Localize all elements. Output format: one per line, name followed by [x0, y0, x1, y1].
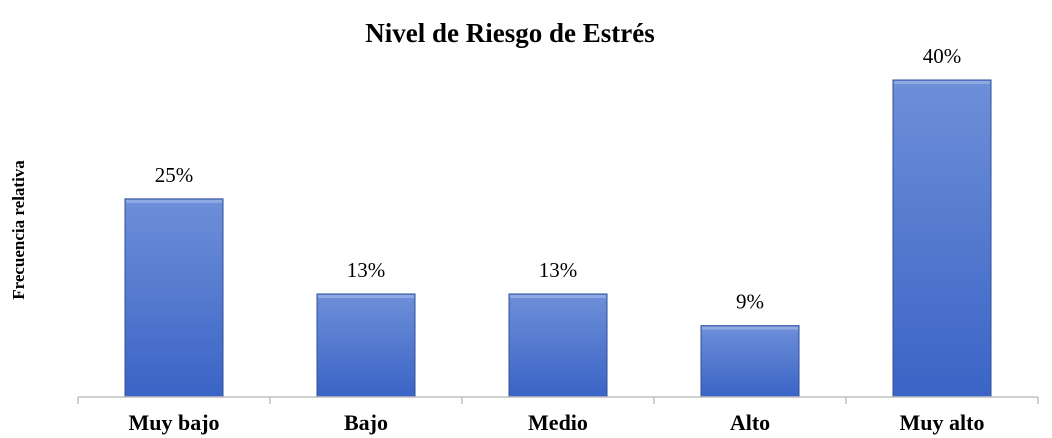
x-tick-labels-layer: Muy bajo Bajo Medio Alto Muy alto [128, 410, 984, 435]
bar-highlight [702, 326, 798, 330]
data-label: 13% [539, 258, 578, 282]
bar-highlight [126, 199, 222, 203]
x-tick-label: Muy alto [900, 410, 985, 435]
x-tick-label: Bajo [344, 410, 388, 435]
data-labels-layer: 25% 13% 13% 9% 40% [155, 44, 962, 314]
x-tick-label: Medio [528, 410, 588, 435]
chart-title: Nivel de Riesgo de Estrés [365, 18, 654, 48]
bar-muy-bajo [124, 198, 224, 398]
data-label: 25% [155, 163, 194, 187]
data-label: 13% [347, 258, 386, 282]
bars-layer [124, 79, 992, 398]
data-label: 9% [736, 290, 764, 314]
bar-muy-alto [892, 79, 992, 398]
data-label: 40% [923, 44, 962, 68]
bar-medio [508, 293, 608, 398]
bar-alto [700, 325, 800, 398]
x-tick-label: Alto [730, 410, 770, 435]
bar-highlight [510, 294, 606, 298]
bar-highlight [318, 294, 414, 298]
bar-highlight [894, 81, 990, 84]
x-tick-label: Muy bajo [128, 410, 219, 435]
y-axis-label: Frecuencia relativa [9, 160, 28, 300]
x-axis-ticks [77, 397, 1039, 404]
bar-bajo [316, 293, 416, 398]
